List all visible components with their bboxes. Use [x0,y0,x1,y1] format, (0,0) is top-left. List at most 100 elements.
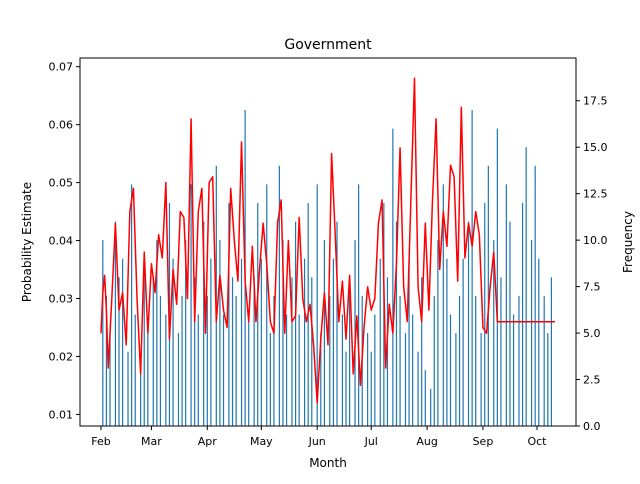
frequency-bar [240,258,243,426]
frequency-bar [458,295,461,426]
left-tick-label: 0.04 [49,235,74,248]
x-tick-label: Apr [198,435,218,448]
frequency-bar [442,184,444,426]
frequency-bar [316,184,318,426]
frequency-bar [105,295,107,426]
frequency-bar [269,333,271,426]
x-tick-label: May [250,435,273,448]
frequency-bar [185,240,187,426]
frequency-bar [303,258,306,426]
frequency-bar [210,258,212,426]
plot-area [80,58,576,426]
frequency-bar [424,370,426,426]
frequency-bar [487,165,489,427]
frequency-bar [471,110,473,426]
probability-line-layer [100,77,555,404]
frequency-bar [156,240,158,426]
frequency-bar [134,314,136,426]
frequency-bar [159,295,162,426]
frequency-bar [408,258,410,426]
frequency-bar [518,295,520,426]
frequency-bar [374,314,376,426]
frequency-bar [509,221,511,426]
right-axis-label: Frequency [621,211,635,273]
frequency-bar [475,295,477,426]
frequency-bar [550,277,552,426]
frequency-bar [455,333,457,426]
frequency-bar [194,277,196,426]
frequency-bar [512,314,515,426]
frequency-bar [505,184,507,426]
frequency-bar [118,277,120,426]
frequency-bar [332,258,334,426]
frequency-bar [323,240,325,426]
frequency-bar [206,295,208,426]
right-tick-label: 5.0 [583,327,601,340]
frequency-bar [140,370,142,426]
x-tick-label: Aug [416,435,437,448]
left-axis-label: Probability Estimate [20,182,34,302]
right-tick-label: 7.5 [583,281,601,294]
frequency-bar [127,351,129,426]
frequency-bar [433,295,435,426]
frequency-bar [547,333,549,426]
frequency-bar [500,277,502,426]
frequency-bar [294,221,297,426]
frequency-bar [349,277,351,426]
frequency-bar [152,277,154,426]
frequency-bar [172,258,174,426]
frequency-bar [449,314,452,426]
frequency-bar [329,295,331,426]
x-axis-ticks: Feb Mar Apr May Jun Jul Aug Sep Oct [91,426,547,448]
frequency-bar [285,314,288,426]
frequency-bar [521,202,524,426]
frequency-bar [122,258,124,426]
frequency-bar [417,351,419,426]
frequency-bar [203,221,205,426]
right-tick-label: 17.5 [583,95,608,108]
frequency-bar [114,221,117,426]
frequency-bar [228,202,230,426]
x-tick-label: Mar [141,435,162,448]
left-axis-ticks: 0.01 0.02 0.03 0.04 0.05 0.06 0.07 [49,61,80,421]
left-tick-label: 0.03 [49,293,74,306]
frequency-bar [143,258,145,426]
frequency-bar [341,314,344,426]
left-tick-label: 0.02 [49,350,74,363]
frequency-bar [109,333,111,426]
frequency-bar [102,240,104,426]
left-tick-label: 0.05 [49,177,74,190]
frequency-bar [311,277,313,426]
x-tick-label: Jun [308,435,326,448]
left-tick-label: 0.07 [49,61,74,74]
x-tick-label: Oct [527,435,547,448]
frequency-bar [395,221,398,426]
frequency-bar [248,314,250,426]
frequency-bar [467,221,470,426]
frequency-bar [320,333,322,426]
frequency-bar [219,240,221,426]
frequency-bar [260,258,262,426]
left-tick-label: 0.01 [49,408,74,421]
frequency-bar [273,295,275,426]
plot-frame [79,57,577,427]
chart-title: Government [284,37,372,53]
frequency-bar [147,333,149,426]
frequency-bar [543,295,545,426]
frequency-bar [190,184,192,426]
probability-line [100,77,555,404]
frequency-bar [266,184,268,426]
frequency-bar [231,277,234,426]
frequency-bar [222,314,225,426]
frequency-bar [538,258,540,426]
x-axis-label: Month [309,456,347,470]
right-tick-label: 12.5 [583,188,608,201]
frequency-bar [534,165,536,427]
frequency-bar [525,147,527,426]
frequency-bar [181,295,183,426]
frequency-bar [421,277,423,426]
right-tick-label: 2.5 [583,374,601,387]
frequency-bar [336,221,338,426]
right-tick-label: 15.0 [583,141,608,154]
